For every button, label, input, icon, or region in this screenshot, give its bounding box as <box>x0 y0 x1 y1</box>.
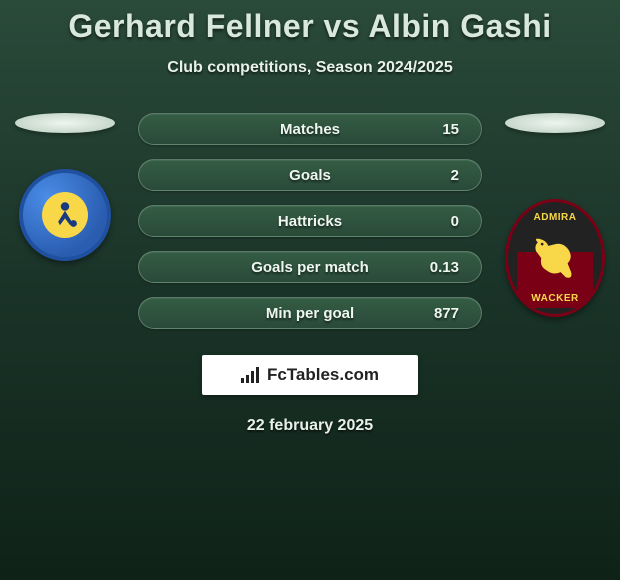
stat-label: Goals <box>159 167 461 184</box>
stat-row-goals: Goals 2 <box>138 159 482 191</box>
stat-label: Matches <box>159 121 461 138</box>
stat-value: 877 <box>434 305 459 322</box>
right-flag-placeholder <box>505 113 605 133</box>
stat-label: Hattricks <box>159 213 461 230</box>
left-flag-placeholder <box>15 113 115 133</box>
stats-column: Matches 15 Goals 2 Hattricks 0 Goals per… <box>138 113 482 329</box>
date-text: 22 february 2025 <box>247 417 373 435</box>
comparison-card: Gerhard Fellner vs Albin Gashi Club comp… <box>0 0 620 435</box>
content-row: Matches 15 Goals 2 Hattricks 0 Goals per… <box>0 113 620 329</box>
stat-row-hattricks: Hattricks 0 <box>138 205 482 237</box>
stat-label: Goals per match <box>159 259 461 276</box>
stat-label: Min per goal <box>159 305 461 322</box>
football-player-icon <box>48 198 82 232</box>
stat-value: 0 <box>451 213 459 230</box>
stat-value: 15 <box>442 121 459 138</box>
right-club-badge: ADMIRA WACKER <box>505 199 605 317</box>
griffin-icon <box>529 233 582 287</box>
right-club-top-text: ADMIRA <box>508 212 602 223</box>
left-club-badge <box>19 169 111 261</box>
left-column <box>10 113 120 261</box>
stat-value: 2 <box>451 167 459 184</box>
right-column: ADMIRA WACKER <box>500 113 610 317</box>
stat-row-matches: Matches 15 <box>138 113 482 145</box>
club-crest-inner <box>42 192 88 238</box>
page-title: Gerhard Fellner vs Albin Gashi <box>68 8 551 45</box>
stat-value: 0.13 <box>430 259 459 276</box>
brand-watermark: FcTables.com <box>202 355 418 395</box>
right-club-bottom-text: WACKER <box>508 293 602 304</box>
stat-row-goals-per-match: Goals per match 0.13 <box>138 251 482 283</box>
bar-chart-icon <box>241 367 261 383</box>
page-subtitle: Club competitions, Season 2024/2025 <box>167 59 452 77</box>
stat-row-min-per-goal: Min per goal 877 <box>138 297 482 329</box>
brand-text: FcTables.com <box>267 365 379 385</box>
